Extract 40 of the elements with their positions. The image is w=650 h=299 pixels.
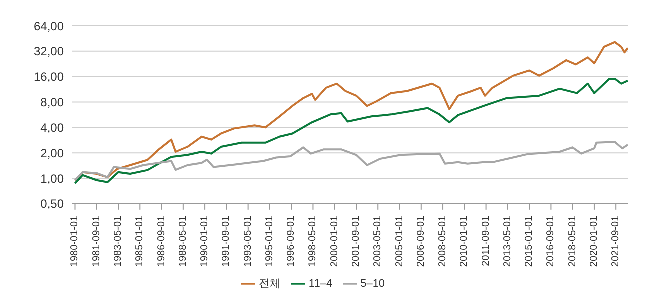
x-tick-label: 2015-01-01 <box>524 215 536 268</box>
x-tick-label: 2011-09-01 <box>480 215 492 266</box>
line-series <box>74 78 628 185</box>
x-tick-label: 1996-09-01 <box>286 215 298 268</box>
legend-label: 11–4 <box>308 278 333 290</box>
y-tick-label: 64,00 <box>34 19 64 34</box>
x-tick-label: 2001-09-01 <box>350 215 362 268</box>
y-tick-label: 0,50 <box>40 197 64 212</box>
x-tick-label: 1990-01-01 <box>200 215 211 268</box>
legend-label: 전체 <box>258 278 281 290</box>
x-tick-label: 2006-09-01 <box>416 215 427 268</box>
x-tick-label: 1980-01-01 <box>70 215 81 268</box>
x-tick-label: 2000-01-01 <box>329 215 340 268</box>
x-tick-label: 1995-01-01 <box>264 215 276 268</box>
x-tick-label: 2016-09-01 <box>546 215 557 268</box>
y-tick-label: 1,00 <box>40 172 64 186</box>
y-tick-label: 16,00 <box>34 70 64 84</box>
x-tick-label: 1985-01-01 <box>134 215 146 268</box>
y-tick-label: 32,00 <box>34 44 64 59</box>
x-tick-label: 2021-09-01 <box>610 215 622 268</box>
x-tick-label: 2003-05-01 <box>372 215 384 268</box>
x-tick-label: 1991-09-01 <box>221 215 232 268</box>
x-tick-label: 1993-05-01 <box>242 215 254 268</box>
y-tick-label: 4,00 <box>40 120 64 135</box>
x-tick-label: 1986-09-01 <box>156 215 168 268</box>
x-tick-label: 2008-05-01 <box>438 215 449 268</box>
line-series <box>74 41 628 182</box>
legend-label: 5–10 <box>360 278 386 290</box>
x-tick-label: 1981-09-01 <box>91 215 102 268</box>
x-tick-label: 2013-05-01 <box>502 215 514 268</box>
x-tick-label: 1983-05-01 <box>113 215 124 268</box>
y-tick-label: 2,00 <box>40 146 64 160</box>
x-tick-label: 2018-05-01 <box>567 215 578 268</box>
x-tick-label: 2005-01-01 <box>394 215 406 268</box>
x-tick-label: 1998-05-01 <box>308 215 319 268</box>
x-tick-label: 1988-05-01 <box>178 215 189 268</box>
x-tick-label: 2010-01-01 <box>459 215 470 268</box>
line-series <box>74 141 628 182</box>
x-tick-label: 2020-01-01 <box>588 215 600 268</box>
y-tick-label: 8,00 <box>40 96 64 110</box>
